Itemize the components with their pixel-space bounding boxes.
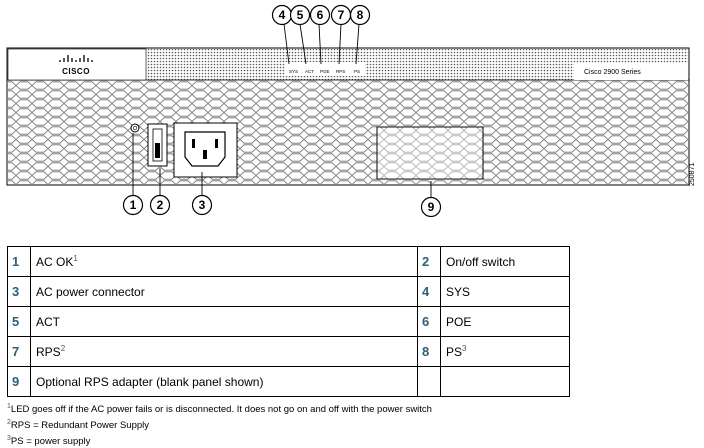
led-label-area xyxy=(285,62,365,76)
svg-text:8: 8 xyxy=(357,8,364,22)
footnote-ref: 3 xyxy=(462,344,467,353)
svg-text:1: 1 xyxy=(130,198,137,212)
legend-number: 2 xyxy=(417,246,441,277)
legend-number: 8 xyxy=(417,336,441,367)
svg-text:3: 3 xyxy=(199,198,206,212)
led-label-rps: RPS xyxy=(336,69,345,74)
callout-8: 8 xyxy=(349,4,371,26)
callout-2: 2 xyxy=(149,194,171,216)
logo-text: CISCO xyxy=(62,67,90,76)
footnote: 3PS = power supply xyxy=(7,435,91,448)
callout-7: 7 xyxy=(330,4,352,26)
legend-row: 5 ACT 6 POE xyxy=(7,306,570,337)
legend-description: Optional RPS adapter (blank panel shown) xyxy=(30,366,418,397)
leader-lines xyxy=(132,23,432,198)
svg-text:9: 9 xyxy=(428,200,435,214)
svg-text:4: 4 xyxy=(279,8,286,22)
footnote-ref: 2 xyxy=(60,344,66,353)
legend-description: ACT xyxy=(30,306,418,337)
callout-4: 4 xyxy=(271,4,293,26)
model-label-box xyxy=(574,63,688,80)
led-label-poe: POE xyxy=(320,69,330,74)
legend-number xyxy=(417,366,441,397)
cisco-logo-icon xyxy=(59,55,93,62)
legend-number: 4 xyxy=(417,276,441,307)
legend-row: 9 Optional RPS adapter (blank panel show… xyxy=(7,366,570,397)
led-label-sys: SYS xyxy=(289,69,298,74)
legend-description: SYS xyxy=(440,276,570,307)
legend-number: 3 xyxy=(7,276,31,307)
model-label: Cisco 2900 Series xyxy=(584,69,641,76)
legend-row: 7 RPS2 8 PS3 xyxy=(7,336,570,367)
legend-number: 7 xyxy=(7,336,31,367)
legend-row: 3 AC power connector 4 SYS xyxy=(7,276,570,307)
led-label-ps: PS xyxy=(354,69,360,74)
legend-number: 9 xyxy=(7,366,31,397)
legend-description: On/off switch xyxy=(440,246,570,277)
legend-number: 6 xyxy=(417,306,441,337)
svg-text:7: 7 xyxy=(338,8,345,22)
svg-text:5: 5 xyxy=(297,8,304,22)
legend-description: AC power connector xyxy=(30,276,418,307)
side-id: 250871 xyxy=(689,163,696,186)
footnote: 1LED goes off if the AC power fails or i… xyxy=(7,403,432,416)
legend-description: AC OK1 xyxy=(30,246,418,277)
footnote-ref: 1 xyxy=(73,254,78,263)
callout-5: 5 xyxy=(289,4,311,26)
logo-panel xyxy=(7,48,147,81)
footnote: 2RPS = Redundant Power Supply xyxy=(7,419,150,432)
footnotes: 1LED goes off if the AC power fails or i… xyxy=(7,400,432,448)
router-front-panel-diagram: CISCO Cisco 2900 Series SYS ACT POE RPS … xyxy=(6,4,696,218)
legend-description: POE xyxy=(440,306,570,337)
legend-table: 1 AC OK1 2 On/off switch 3 AC power conn… xyxy=(7,246,570,397)
legend-description: PS3 xyxy=(440,336,570,367)
callout-1: 1 xyxy=(122,194,144,216)
callout-9: 9 xyxy=(420,196,442,218)
svg-text:6: 6 xyxy=(317,8,324,22)
svg-text:2: 2 xyxy=(157,198,164,212)
led-label-act: ACT xyxy=(305,69,314,74)
vent-area xyxy=(8,80,688,184)
callout-3: 3 xyxy=(191,194,213,216)
legend-row: 1 AC OK1 2 On/off switch xyxy=(7,246,570,277)
legend-description: RPS2 xyxy=(30,336,418,367)
legend-number: 1 xyxy=(7,246,31,277)
callout-6: 6 xyxy=(309,4,331,26)
legend-description xyxy=(440,366,570,397)
legend-number: 5 xyxy=(7,306,31,337)
